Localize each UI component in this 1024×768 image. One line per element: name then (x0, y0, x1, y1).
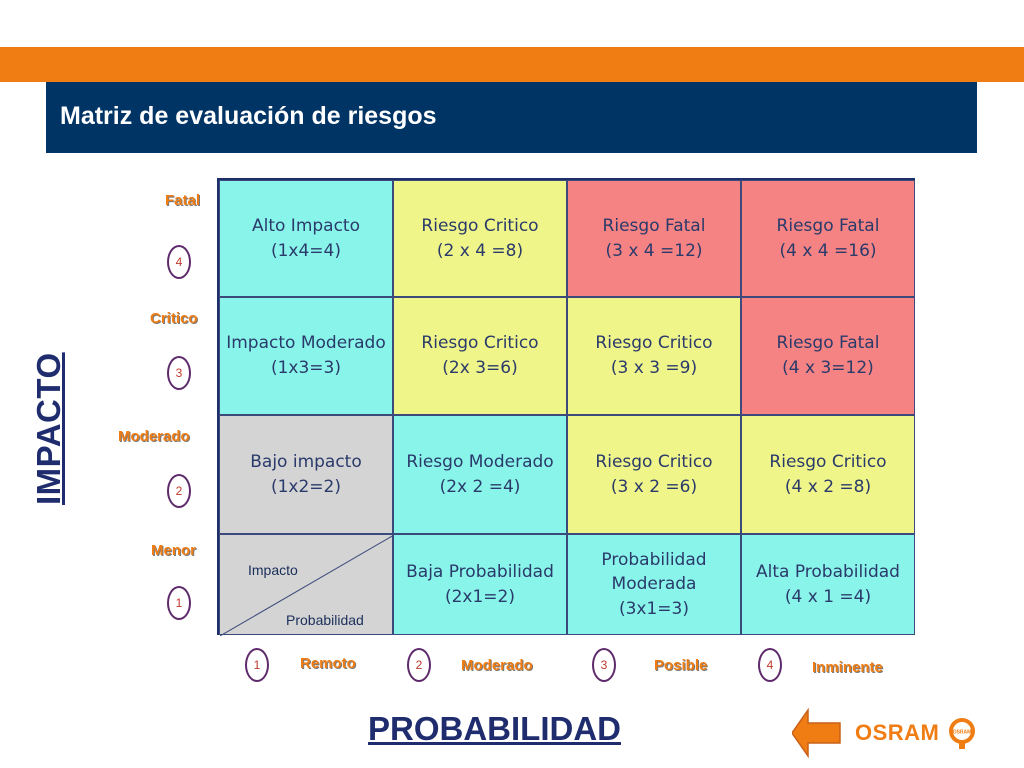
cell-formula: (3 x 4 =12) (605, 240, 703, 261)
matrix-cell-r1-c3: Probabilidad Moderada (3x1=3) (567, 534, 741, 635)
cell-title: Riesgo Critico (421, 333, 539, 354)
probability-level-1-circle: 1 (245, 648, 269, 682)
title-banner: Matriz de evaluación de riesgos (46, 82, 977, 153)
matrix-cell-r1-c2: Baja Probabilidad (2x1=2) (393, 534, 567, 635)
matrix-cell-r2-c1: Bajo impacto (1x2=2) (219, 415, 393, 534)
cell-formula: (4 x 2 =8) (784, 476, 872, 497)
cell-formula: (2x 3=6) (442, 358, 518, 378)
matrix-cell-r4-c4: Riesgo Fatal (4 x 4 =16) (741, 180, 915, 297)
impact-axis-title: IMPACTO (30, 352, 67, 505)
matrix-cell-r3-c4: Riesgo Fatal (4 x 3=12) (741, 297, 915, 415)
cell-title: Alto Impacto (251, 215, 361, 236)
cell-formula: (3 x 3 =9) (610, 358, 698, 378)
impact-level-2-circle: 2 (167, 474, 191, 508)
cell-formula: (1x3=3) (270, 358, 342, 378)
impact-level-2-label: Moderado (118, 428, 190, 445)
matrix-cell-r1-c4: Alta Probabilidad (4 x 1 =4) (741, 534, 915, 635)
impact-level-4-circle: 4 (167, 245, 191, 279)
cell-formula: (1x4=4) (270, 240, 342, 261)
cell-formula: (3x1=3) (618, 598, 690, 619)
top-accent-bar (0, 47, 1024, 82)
cell-title: Riesgo Critico (595, 333, 713, 354)
osram-logo-text: OSRAM (855, 720, 940, 745)
cell-formula: (4 x 1 =4) (784, 586, 872, 607)
impact-level-4-label: Fatal (165, 192, 201, 209)
matrix-cell-r3-c2: Riesgo Critico (2x 3=6) (393, 297, 567, 415)
cell-title: Riesgo Critico (421, 215, 539, 236)
probability-level-3-circle: 3 (592, 648, 616, 682)
probability-level-4-label: Inminente (812, 659, 883, 676)
probability-axis-title: PROBABILIDAD (368, 710, 621, 747)
matrix-cell-r3-c3: Riesgo Critico (3 x 3 =9) (567, 297, 741, 415)
cell-formula: (1x2=2) (270, 476, 342, 497)
cell-formula: (2x 2 =4) (439, 476, 521, 497)
cell-title: Bajo impacto (250, 451, 362, 472)
cell-title: Impacto Moderado (226, 333, 386, 354)
matrix-cell-r4-c2: Riesgo Critico (2 x 4 =8) (393, 180, 567, 297)
probability-level-3-label: Posible (654, 657, 708, 674)
left-arrow-icon (792, 708, 841, 758)
cell-formula: (4 x 4 =16) (779, 240, 877, 261)
matrix-cell-r2-c2: Riesgo Moderado (2x 2 =4) (393, 415, 567, 534)
cell-formula: (2 x 4 =8) (436, 240, 524, 261)
cell-title: Riesgo Moderado (406, 451, 554, 472)
cell-formula: (4 x 3=12) (782, 358, 874, 378)
probability-level-2-circle: 2 (407, 648, 431, 682)
probability-level-4-circle: 4 (758, 648, 782, 682)
matrix-cell-r2-c3: Riesgo Critico (3 x 2 =6) (567, 415, 741, 534)
cell-formula: (3 x 2 =6) (610, 476, 698, 497)
matrix-corner-cell: Impacto Probabilidad (219, 534, 394, 636)
page-title: Matriz de evaluación de riesgos (60, 102, 437, 130)
corner-impact-label: Impacto (248, 562, 298, 578)
risk-matrix: Alto Impacto (1x4=4) Riesgo Critico (2 x 4 … (217, 178, 915, 636)
cell-title: Baja Probabilidad (406, 561, 554, 582)
impact-level-3-label: Critico (150, 310, 198, 327)
cell-formula: (2x1=2) (444, 586, 516, 607)
diagonal-divider (220, 535, 394, 636)
matrix-cell-r4-c1: Alto Impacto (1x4=4) (219, 180, 393, 297)
svg-text:OSRAM: OSRAM (953, 730, 972, 736)
corner-probability-label: Probabilidad (286, 612, 364, 628)
impact-level-1-circle: 1 (167, 586, 191, 620)
impact-level-1-label: Menor (151, 542, 196, 559)
matrix-cell-r2-c4: Riesgo Critico (4 x 2 =8) (741, 415, 915, 534)
cell-title: Riesgo Critico (769, 451, 887, 472)
cell-title: Alta Probabilidad (756, 561, 900, 582)
cell-title: Probabilidad Moderada (601, 549, 707, 595)
cell-title: Riesgo Fatal (776, 333, 880, 354)
cell-title: Riesgo Critico (595, 451, 713, 472)
cell-title: Riesgo Fatal (776, 215, 880, 236)
matrix-cell-r3-c1: Impacto Moderado (1x3=3) (219, 297, 393, 415)
probability-level-1-label: Remoto (300, 655, 356, 672)
matrix-cell-r4-c3: Riesgo Fatal (3 x 4 =12) (567, 180, 741, 297)
cell-title: Riesgo Fatal (602, 215, 706, 236)
probability-level-2-label: Moderado (461, 657, 533, 674)
impact-level-3-circle: 3 (167, 356, 191, 390)
osram-logo-icon: OSRAM (949, 718, 975, 749)
